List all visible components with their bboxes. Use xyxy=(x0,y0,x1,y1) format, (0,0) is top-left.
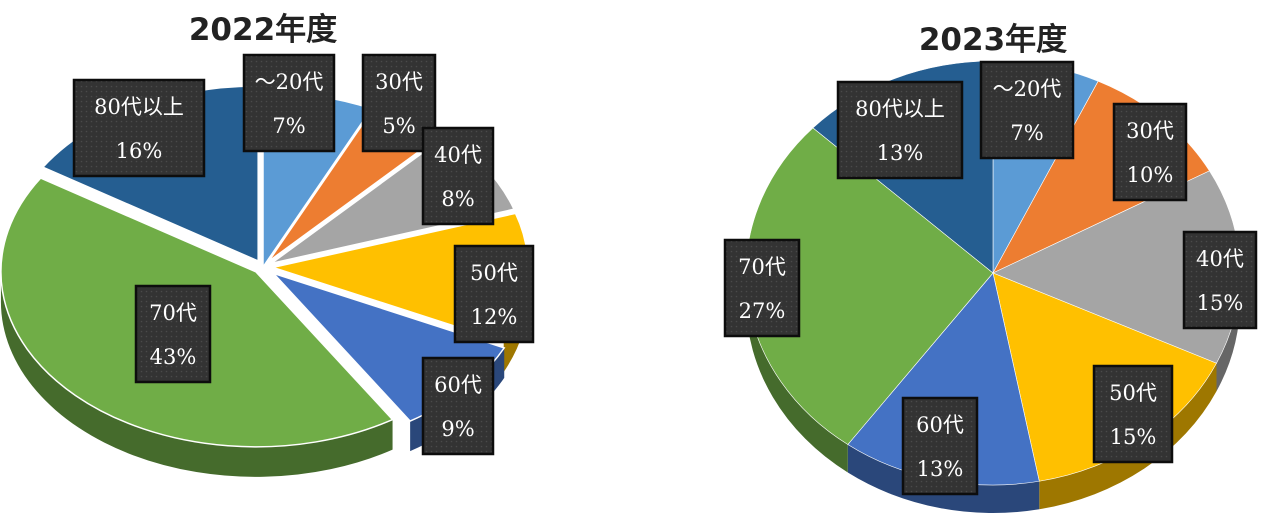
pie-sides-2023 xyxy=(746,273,1240,513)
data-label-u20: ～20代 7% xyxy=(979,60,1075,160)
label-value-30s: 10% xyxy=(1127,163,1174,187)
data-label-80plus: 80代以上 16% xyxy=(72,78,206,178)
slice-side-60s xyxy=(847,444,1040,513)
label-value-70s: 43% xyxy=(150,345,197,369)
label-value-80plus: 13% xyxy=(877,141,924,165)
label-category-50s: 50代 xyxy=(1109,381,1157,405)
data-label-60s: 60代 9% xyxy=(421,356,495,456)
label-category-50s: 50代 xyxy=(470,261,518,285)
data-label-40s: 40代 15% xyxy=(1182,230,1258,330)
label-category-60s: 60代 xyxy=(916,413,964,437)
label-category-u20: ～20代 xyxy=(993,77,1062,101)
data-label-40s: 40代 8% xyxy=(421,126,495,226)
data-label-50s: 50代 15% xyxy=(1092,364,1174,464)
pie-chart-2022: 2022年度 ～20代 7% 30代 5% 40代 8% 50代 12% 60代 9% 70代 43%… xyxy=(0,12,535,477)
slice-side-50s xyxy=(1039,363,1217,510)
label-category-40s: 40代 xyxy=(434,143,482,167)
label-value-40s: 8% xyxy=(441,187,474,211)
data-labels-2022: ～20代 7% 30代 5% 40代 8% 50代 12% 60代 9% 70代 43% 80代以上 16… xyxy=(72,53,535,456)
chart-title-2023: 2023年度 xyxy=(919,22,1067,58)
slice-side-70s xyxy=(0,271,393,477)
slice-side-70s xyxy=(746,273,848,473)
label-category-30s: 30代 xyxy=(1126,119,1174,143)
label-category-60s: 60代 xyxy=(434,373,482,397)
data-labels-2023: ～20代 7% 30代 10% 40代 15% 50代 15% 60代 13% 70代 27% 80代以… xyxy=(723,60,1258,496)
label-category-70s: 70代 xyxy=(738,255,786,279)
label-category-70s: 70代 xyxy=(149,301,197,325)
data-label-50s: 50代 12% xyxy=(453,244,535,344)
label-value-u20: 7% xyxy=(272,114,305,138)
label-category-80plus: 80代以上 xyxy=(94,95,184,119)
label-value-60s: 9% xyxy=(441,417,474,441)
label-category-80plus: 80代以上 xyxy=(855,97,945,121)
label-value-50s: 15% xyxy=(1110,425,1157,449)
chart-title-2022: 2022年度 xyxy=(189,12,337,48)
label-category-u20: ～20代 xyxy=(255,70,324,94)
label-category-30s: 30代 xyxy=(375,70,423,94)
pie-chart-2023: 2023年度 ～20代 7% 30代 10% 40代 15% 50代 15% 60代 13% 70代… xyxy=(723,22,1258,513)
slice-side-50s xyxy=(503,267,528,372)
data-label-70s: 70代 43% xyxy=(134,284,212,384)
data-label-60s: 60代 13% xyxy=(901,396,979,496)
data-label-70s: 70代 27% xyxy=(723,238,801,338)
slice-side-40s xyxy=(1216,273,1240,392)
label-category-40s: 40代 xyxy=(1196,247,1244,271)
label-value-70s: 27% xyxy=(739,299,786,323)
label-value-80plus: 16% xyxy=(116,139,163,163)
label-value-30s: 5% xyxy=(382,114,415,138)
label-value-50s: 12% xyxy=(471,305,518,329)
data-label-u20: ～20代 7% xyxy=(242,53,336,153)
data-label-80plus: 80代以上 13% xyxy=(836,80,964,180)
label-value-40s: 15% xyxy=(1197,291,1244,315)
label-value-60s: 13% xyxy=(917,457,964,481)
data-label-30s: 30代 10% xyxy=(1112,102,1188,202)
label-value-u20: 7% xyxy=(1010,121,1043,145)
